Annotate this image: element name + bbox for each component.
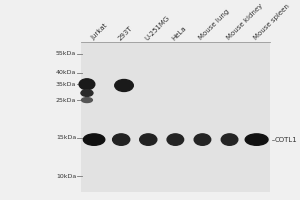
Text: HeLa: HeLa bbox=[171, 25, 188, 41]
Text: 35kDa: 35kDa bbox=[56, 82, 76, 87]
FancyBboxPatch shape bbox=[80, 42, 270, 192]
Ellipse shape bbox=[245, 134, 268, 145]
Text: COTL1: COTL1 bbox=[274, 137, 297, 143]
Text: Mouse lung: Mouse lung bbox=[198, 9, 231, 41]
Text: 293T: 293T bbox=[117, 25, 134, 41]
Ellipse shape bbox=[79, 79, 95, 90]
Ellipse shape bbox=[83, 134, 105, 145]
Ellipse shape bbox=[221, 134, 238, 145]
Ellipse shape bbox=[140, 134, 157, 145]
Ellipse shape bbox=[82, 98, 92, 103]
Text: 55kDa: 55kDa bbox=[56, 51, 76, 56]
Ellipse shape bbox=[167, 134, 184, 145]
Text: 25kDa: 25kDa bbox=[56, 98, 76, 103]
Text: Mouse spleen: Mouse spleen bbox=[252, 3, 290, 41]
Text: U-251MG: U-251MG bbox=[144, 14, 171, 41]
Text: 10kDa: 10kDa bbox=[56, 174, 76, 179]
Ellipse shape bbox=[112, 134, 130, 145]
Text: Mouse kidney: Mouse kidney bbox=[225, 3, 264, 41]
Text: 15kDa: 15kDa bbox=[56, 135, 76, 140]
Text: 40kDa: 40kDa bbox=[56, 70, 76, 75]
Ellipse shape bbox=[194, 134, 211, 145]
Ellipse shape bbox=[81, 90, 93, 96]
Ellipse shape bbox=[115, 80, 133, 91]
Text: Jurkat: Jurkat bbox=[90, 23, 109, 41]
